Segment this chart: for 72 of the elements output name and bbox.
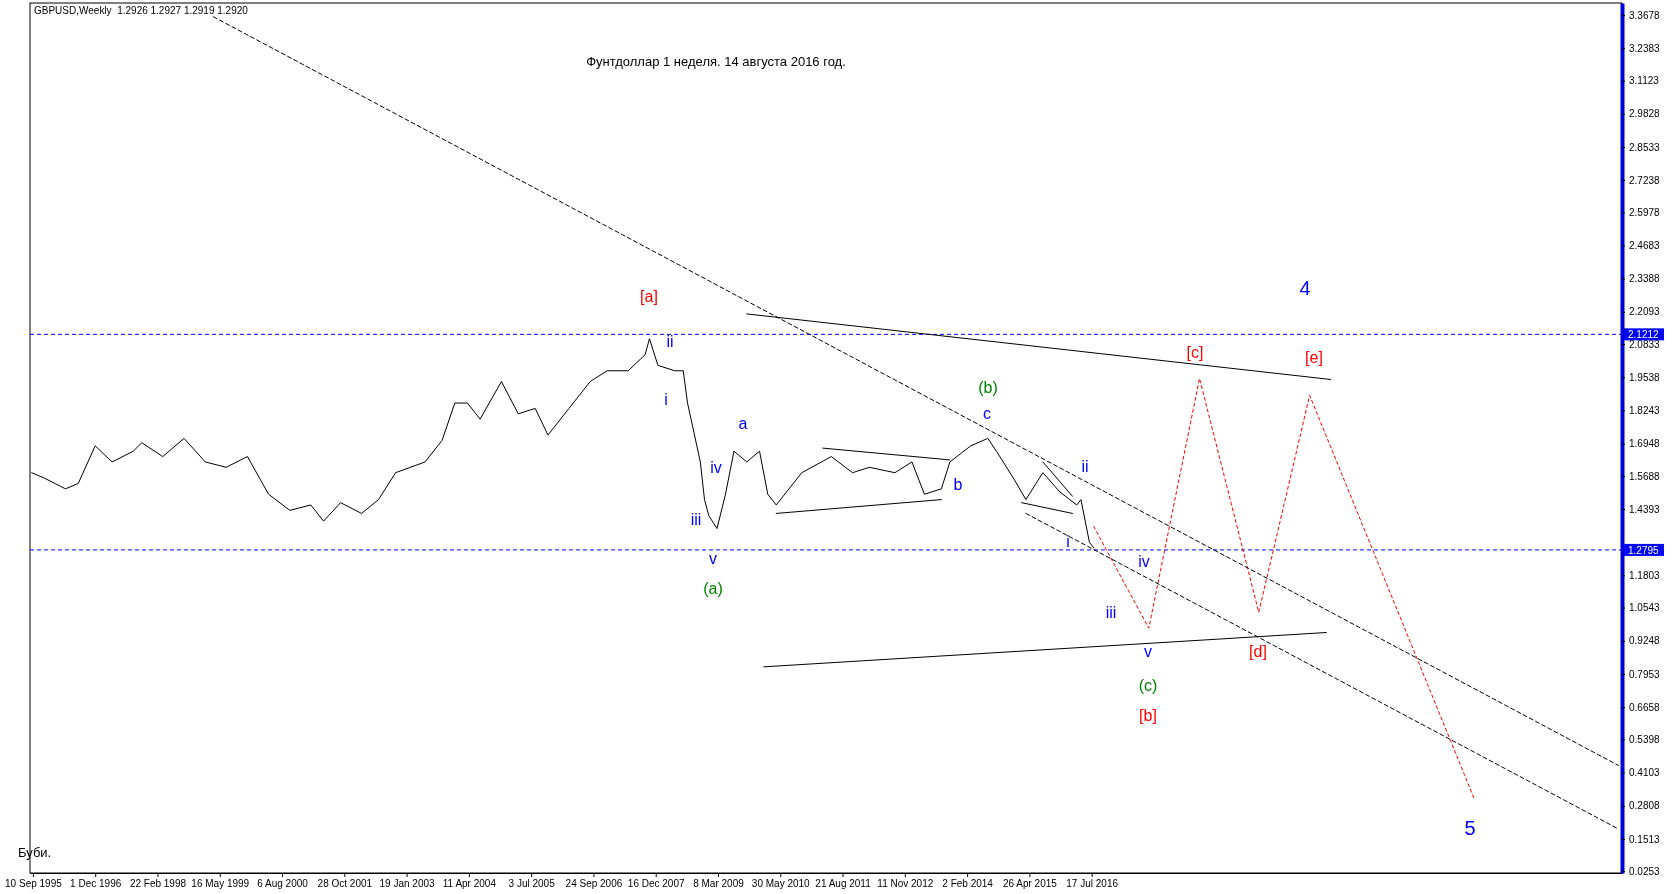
x-tick-label: 17 Jul 2016 <box>1066 878 1119 890</box>
y-tick-label: 1.8243 <box>1629 405 1661 417</box>
annotation: [e] <box>1305 349 1323 367</box>
x-tick-label: 8 Mar 2009 <box>693 878 745 890</box>
annotation: [c] <box>1186 344 1204 362</box>
text: Фунтдоллар 1 неделя. 14 августа 2016 год. <box>586 54 846 69</box>
annotation: iv <box>710 459 722 477</box>
y-tick-label: 0.4103 <box>1629 767 1661 779</box>
annotation: iv <box>1138 553 1150 571</box>
annotation: 4 <box>1299 277 1311 300</box>
chart-subtitle: GBPUSD,Weekly 1.2926 1.2927 1.2919 1.2920 <box>34 5 249 16</box>
annotation: v <box>1144 643 1152 661</box>
y-tick-label: 2.5978 <box>1629 206 1661 218</box>
y-tick-label: 2.7238 <box>1629 174 1661 186</box>
annotation: iii <box>1105 604 1117 622</box>
y-tick-label: 1.5688 <box>1629 470 1661 482</box>
annotation: v <box>709 550 717 568</box>
y-tick-label: 3.1123 <box>1629 75 1660 87</box>
y-tick-label: 2.0833 <box>1629 338 1661 350</box>
y-tick-label: 1.0543 <box>1629 602 1661 614</box>
annotation: c <box>983 405 991 423</box>
annotation: ii <box>1081 458 1089 476</box>
x-tick-label: 22 Feb 1998 <box>129 878 187 890</box>
annotation: [d] <box>1249 643 1267 661</box>
x-tick-label: 16 May 1999 <box>191 878 250 890</box>
x-tick-label: 30 May 2010 <box>751 878 811 890</box>
x-tick-label: 24 Sep 2006 <box>565 878 623 890</box>
annotation: [b] <box>1139 707 1157 725</box>
x-tick-label: 26 Apr 2015 <box>1002 878 1058 890</box>
y-tick-label: 3.2383 <box>1629 42 1661 54</box>
x-tick-label: 11 Apr 2004 <box>442 878 497 890</box>
annotation: 5 <box>1464 817 1476 840</box>
y-tick-label: 0.9248 <box>1629 635 1661 647</box>
y-tick-label: 0.6658 <box>1629 701 1661 713</box>
y-tick-label: 0.7953 <box>1629 668 1661 680</box>
y-tick-label: 1.9538 <box>1629 371 1661 383</box>
annotation: Буби. <box>18 845 52 860</box>
y-tick-label: 2.3388 <box>1629 273 1661 285</box>
annotation: (c) <box>1138 677 1158 695</box>
y-tick-label: 2.9828 <box>1629 108 1661 120</box>
x-tick-label: 28 Oct 2001 <box>317 878 373 890</box>
annotation: i <box>664 391 668 409</box>
y-tick-label: 2.4683 <box>1629 240 1661 252</box>
x-tick-label: 3 Jul 2005 <box>508 878 556 890</box>
y-tick-label: 0.1513 <box>1629 833 1661 845</box>
y-tick-label: 1.6948 <box>1629 438 1661 450</box>
y-tick-label: 1.4393 <box>1629 503 1661 515</box>
ref-line-label: 1.2795 <box>1628 544 1660 556</box>
y-tick-label: 2.2093 <box>1629 306 1661 318</box>
y-tick-label: 1.1803 <box>1629 570 1661 582</box>
x-tick-label: 6 Aug 2000 <box>257 878 309 890</box>
ref-line-label: 2.1212 <box>1628 329 1660 341</box>
annotation: b <box>953 476 963 494</box>
x-tick-label: 19 Jan 2003 <box>379 878 436 890</box>
y-tick-label: 2.8533 <box>1629 141 1661 153</box>
annotation: ii <box>666 333 674 351</box>
x-tick-label: 10 Sep 1995 <box>5 878 63 890</box>
x-tick-label: 1 Dec 1996 <box>70 878 122 890</box>
annotation: a <box>738 415 748 433</box>
annotation: i <box>1066 533 1070 551</box>
y-tick-label: 3.3678 <box>1629 9 1661 21</box>
x-tick-label: 16 Dec 2007 <box>627 878 685 890</box>
x-tick-label: 21 Aug 2011 <box>815 878 872 890</box>
y-tick-label: 0.0253 <box>1629 865 1661 877</box>
x-tick-label: 2 Feb 2014 <box>942 878 994 890</box>
annotation: (b) <box>978 379 998 397</box>
y-tick-label: 0.2808 <box>1629 800 1661 812</box>
x-tick-label: 11 Nov 2012 <box>877 878 934 890</box>
y-tick-label: 0.5398 <box>1629 734 1661 746</box>
annotation: [a] <box>640 288 658 306</box>
annotation: (a) <box>703 580 723 598</box>
annotation: iii <box>690 511 702 529</box>
